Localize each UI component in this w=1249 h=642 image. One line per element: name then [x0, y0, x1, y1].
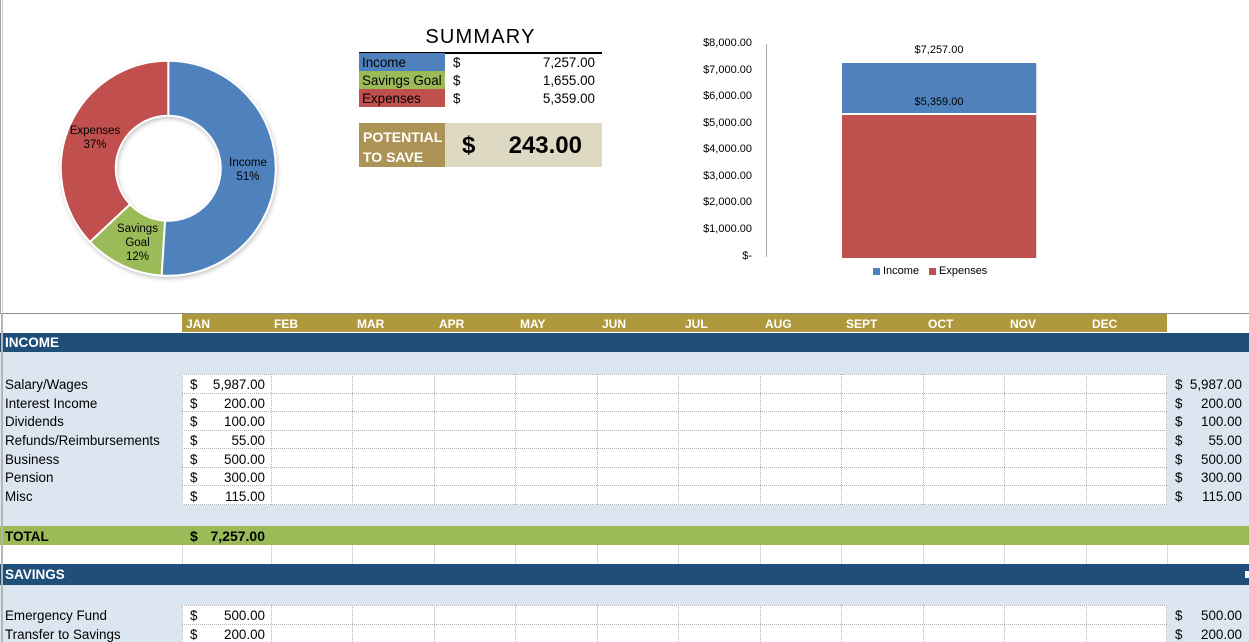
svg-text:Expenses: Expenses: [70, 125, 121, 137]
svg-text:51%: 51%: [236, 171, 259, 183]
svg-text:12%: 12%: [126, 251, 149, 263]
svg-text:37%: 37%: [83, 139, 106, 151]
svg-text:Savings: Savings: [117, 223, 158, 235]
svg-text:Goal: Goal: [125, 237, 149, 249]
svg-text:Income: Income: [229, 157, 267, 169]
